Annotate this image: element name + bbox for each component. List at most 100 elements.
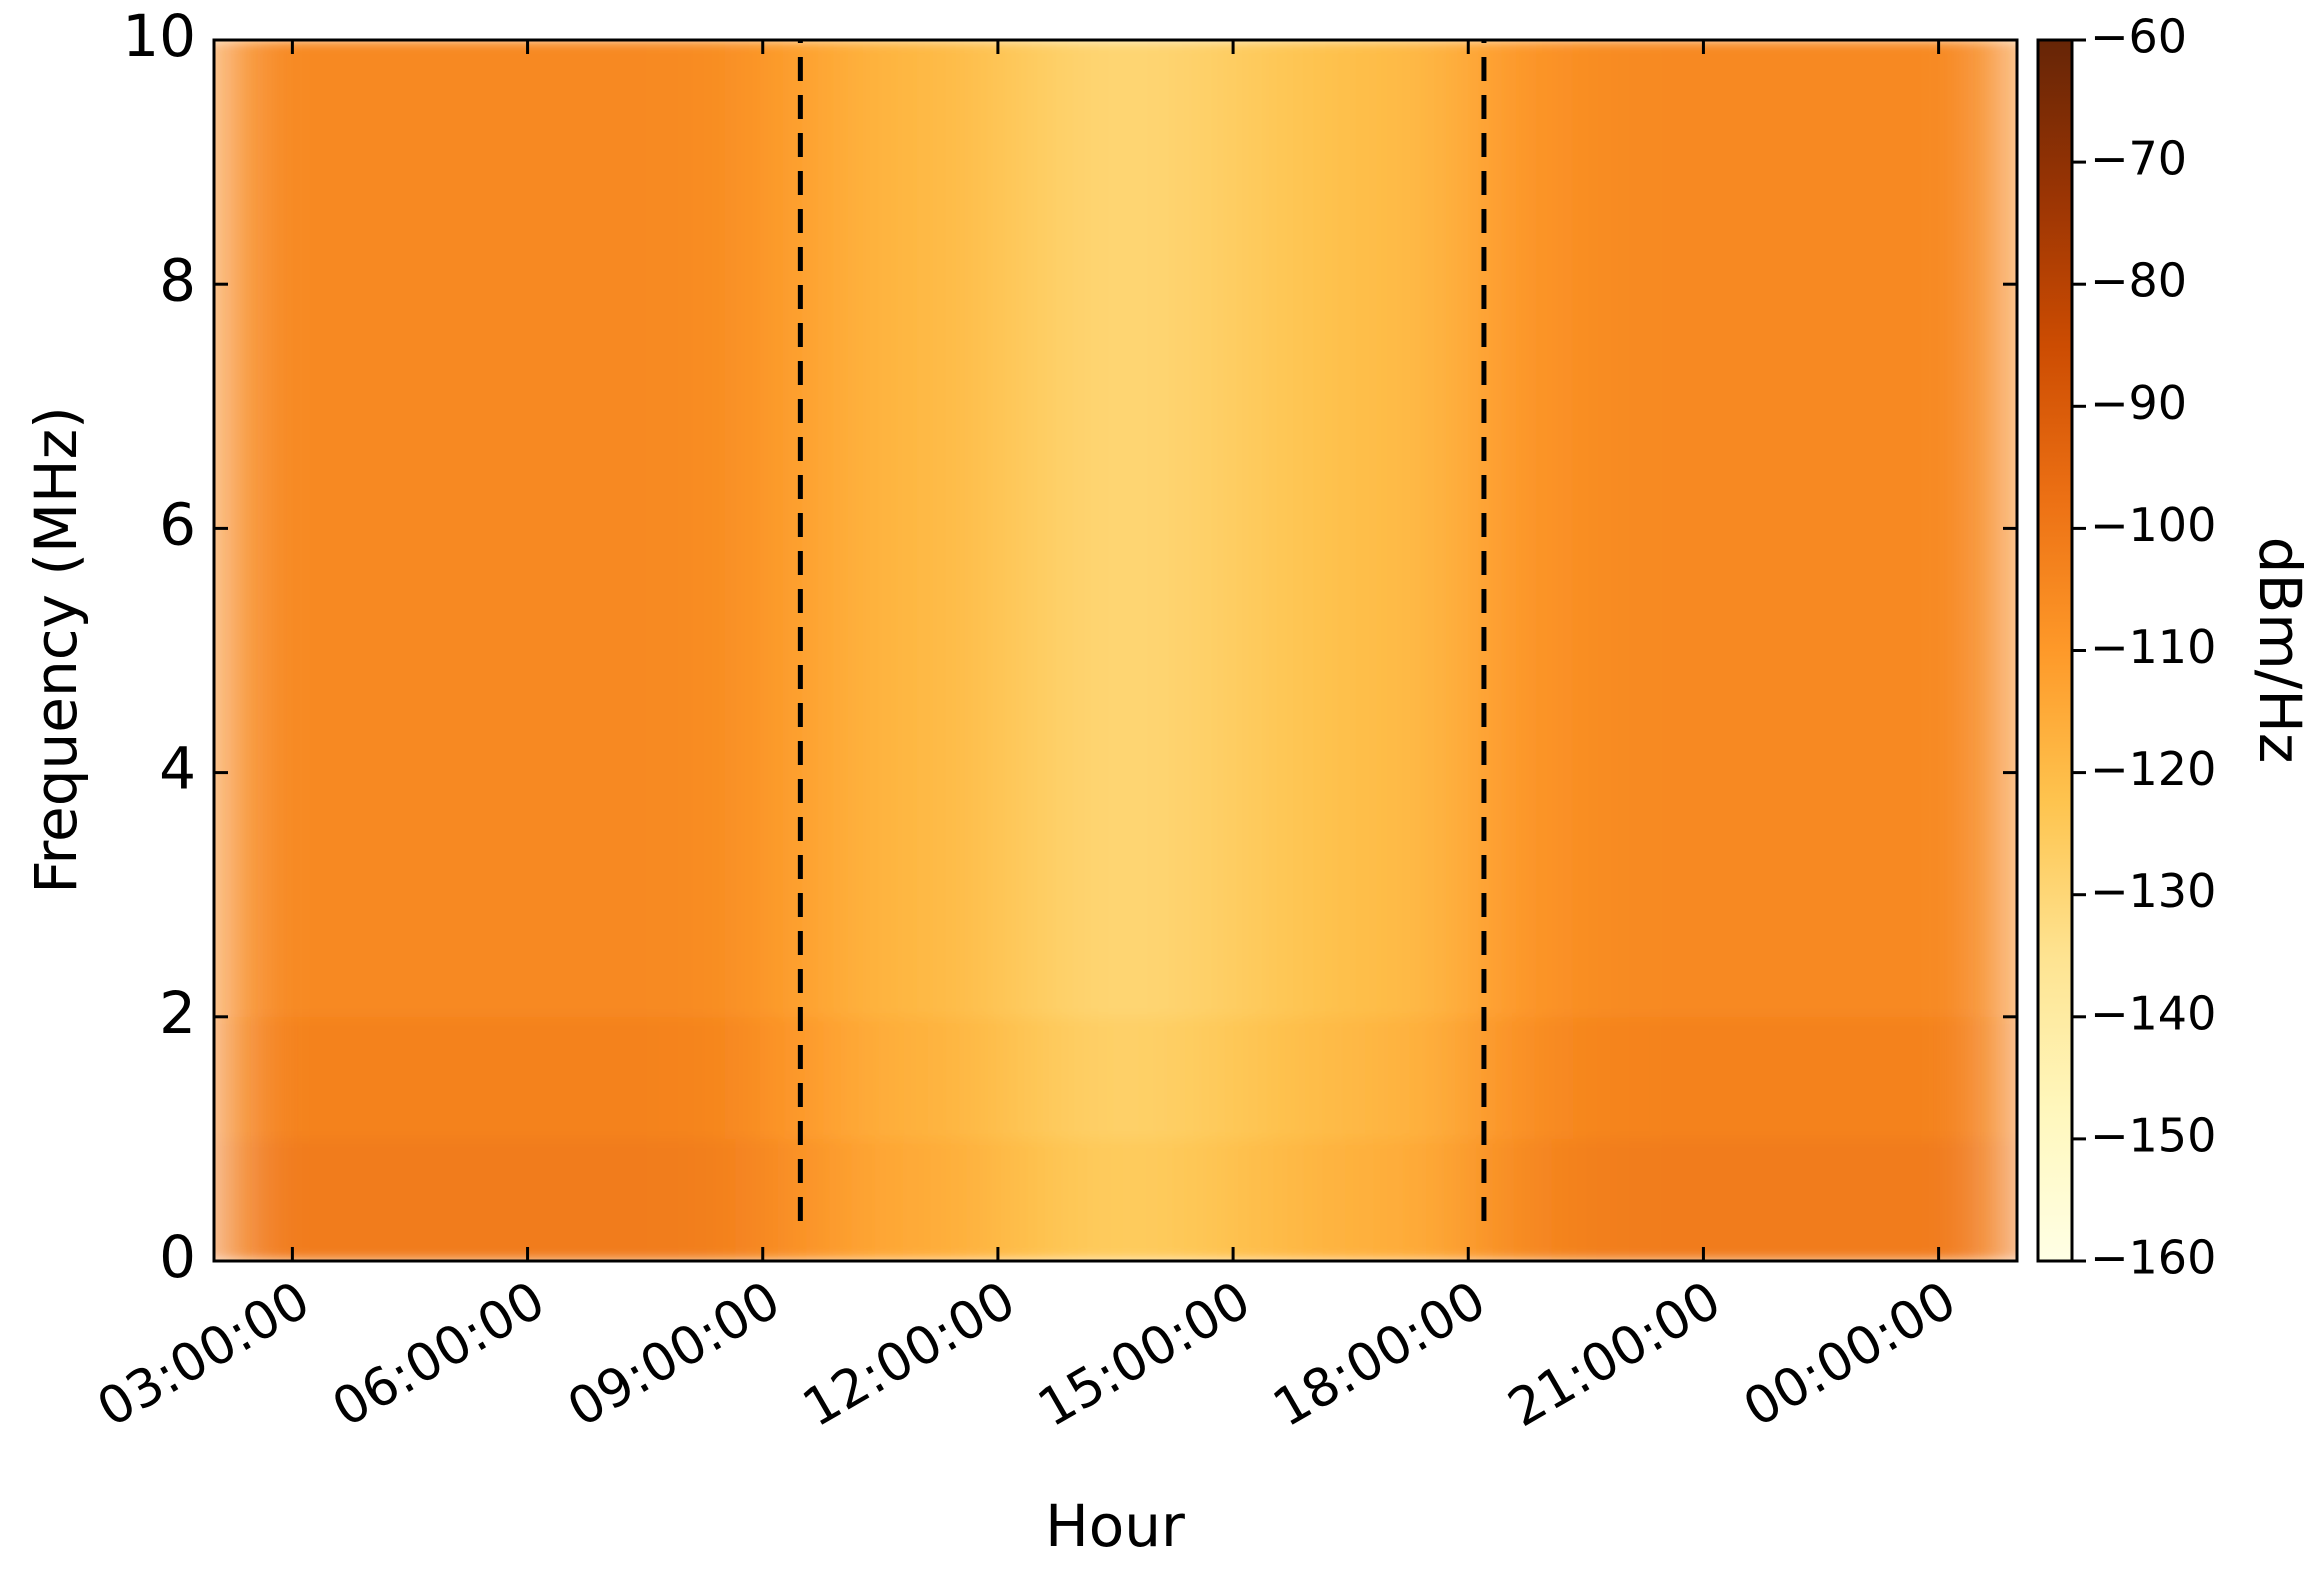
heat-cell [1702,405,1783,529]
heat-cell [997,1016,1077,1140]
heat-cell [1546,283,1626,407]
colorbar-tick-label: −70 [2090,132,2187,186]
heat-cell [605,40,685,163]
heat-cell [683,1016,764,1140]
heat-cell [1781,161,1861,285]
heat-cell [1310,1016,1391,1140]
y-tick-label: 0 [159,1223,196,1291]
heat-cell [1467,161,1548,285]
heat-cell [1702,1138,1783,1261]
heat-cell [683,161,764,285]
heat-cell [1624,650,1704,774]
heat-cell [214,772,293,896]
heat-cell [1467,1016,1548,1140]
heat-cell [527,772,607,896]
colorbar-tick-label: −100 [2090,498,2216,552]
x-tick-label: 00:00:00 [1734,1270,1966,1439]
heat-cell [448,772,529,896]
heat-cell [1232,1138,1312,1261]
heat-cell [1624,1138,1704,1261]
heat-cell [1310,894,1391,1018]
heat-cell [1389,405,1469,529]
heat-cell [448,527,529,651]
heat-cell [1859,283,1940,407]
heat-cell [1702,527,1783,651]
heat-cell [1154,405,1234,529]
heat-cell [370,527,450,651]
heat-cell [214,650,293,774]
heat-cell [1624,161,1704,285]
heat-cell [919,161,999,285]
heat-cell [1389,1016,1469,1140]
heat-cell [605,894,685,1018]
heat-cell [1938,161,2017,285]
heat-cell [605,1138,685,1261]
heat-cell [1232,772,1312,896]
heat-cell [1389,772,1469,896]
heat-cell [1075,1016,1156,1140]
heat-cell [1310,40,1391,163]
heat-cell [214,405,293,529]
heat-cell [840,1138,921,1261]
heat-cell [997,650,1077,774]
heat-cell [1546,1016,1626,1140]
heat-cell [919,772,999,896]
heat-cell [291,894,372,1018]
heat-cell [1232,405,1312,529]
x-tick-label: 03:00:00 [88,1270,320,1439]
y-tick-label: 6 [159,491,196,559]
heatmap [214,40,2017,1261]
heat-cell [448,894,529,1018]
heat-cell [448,1016,529,1140]
colorbar-tick-label: −160 [2090,1231,2216,1285]
heat-cell [1232,894,1312,1018]
heat-cell [214,283,293,407]
heat-cell [1859,40,1940,163]
x-tick-label: 09:00:00 [558,1270,790,1439]
heat-cell [1702,283,1783,407]
y-tick-label: 10 [122,2,196,70]
y-axis-label: Frequency (MHz) [22,406,90,893]
heat-cell [840,161,921,285]
heat-cell [1781,1016,1861,1140]
y-tick-label: 2 [159,979,196,1047]
heat-cell [291,1138,372,1261]
heat-cell [1546,650,1626,774]
heat-cell [1781,1138,1861,1261]
heat-cell [840,894,921,1018]
heat-cell [1938,527,2017,651]
heat-cell [919,405,999,529]
heat-cell [448,650,529,774]
colorbar [2036,38,2074,1263]
heat-cell [1154,650,1234,774]
colorbar-tick-label: −80 [2090,254,2187,308]
colorbar-tick-label: −150 [2090,1108,2216,1162]
heat-cell [1389,527,1469,651]
heat-cell [840,650,921,774]
heat-cell [683,283,764,407]
heat-cell [1389,161,1469,285]
heat-cell [1781,40,1861,163]
heat-cell [1859,650,1940,774]
colorbar-tick-label: −120 [2090,742,2216,796]
heat-cell [1546,772,1626,896]
heat-cell [214,527,293,651]
heat-cell [997,772,1077,896]
heat-cell [1938,1016,2017,1140]
heat-cell [214,161,293,285]
heat-cell [683,405,764,529]
heat-cell [1232,527,1312,651]
heat-cell [527,283,607,407]
heat-cell [683,894,764,1018]
heat-cell [605,772,685,896]
heat-cell [683,650,764,774]
heat-cell [1781,405,1861,529]
heat-cell [1467,1138,1548,1261]
heat-cell [1467,772,1548,896]
heat-cell [1859,894,1940,1018]
heat-cell [291,1016,372,1140]
heat-cell [1467,527,1548,651]
heat-cell [919,1138,999,1261]
colorbar-label: dBm/Hz [2246,537,2312,764]
colorbar-tick-label: −60 [2090,10,2187,64]
